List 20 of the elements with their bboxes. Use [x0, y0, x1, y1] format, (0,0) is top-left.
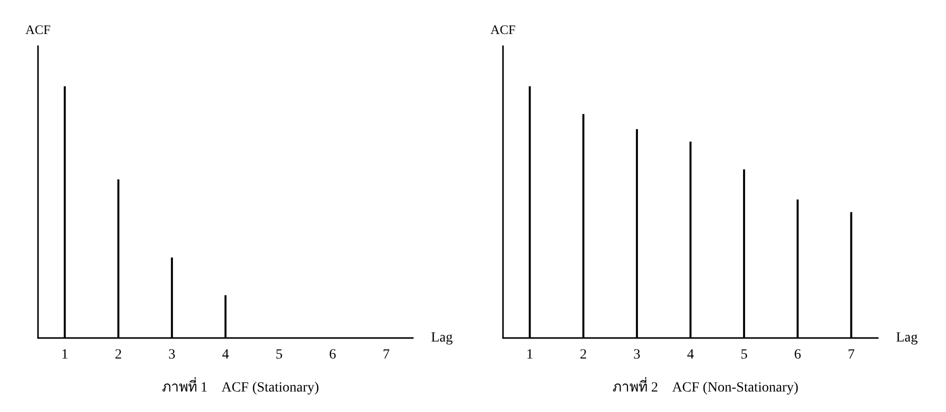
x-axis-title: Lag: [896, 330, 918, 346]
x-tick-label: 4: [687, 348, 694, 362]
x-axis-title: Lag: [431, 330, 453, 346]
x-tick-label: 6: [329, 348, 336, 362]
x-tick-label: 4: [222, 348, 229, 362]
y-axis-title: ACF: [490, 22, 516, 37]
x-tick-label: 1: [61, 348, 68, 362]
x-tick-label: 6: [794, 348, 802, 362]
x-tick-label: 5: [740, 348, 748, 362]
text: ภาพที่ 2 ACF (Non-Stationary): [612, 378, 799, 396]
x-tick-label: 5: [276, 348, 283, 362]
x-tick-label: 2: [580, 348, 587, 362]
x-tick-label: 3: [633, 348, 640, 362]
x-tick-label: 2: [114, 348, 122, 362]
x-tick-label: 1: [526, 348, 534, 362]
text: ภาพที่ 1 ACF (Stationary): [162, 378, 320, 396]
x-tick-label: 3: [168, 348, 176, 362]
x-tick-label: 7: [848, 348, 855, 362]
x-tick-label: 7: [382, 348, 390, 362]
y-axis-title: ACF: [25, 22, 51, 37]
